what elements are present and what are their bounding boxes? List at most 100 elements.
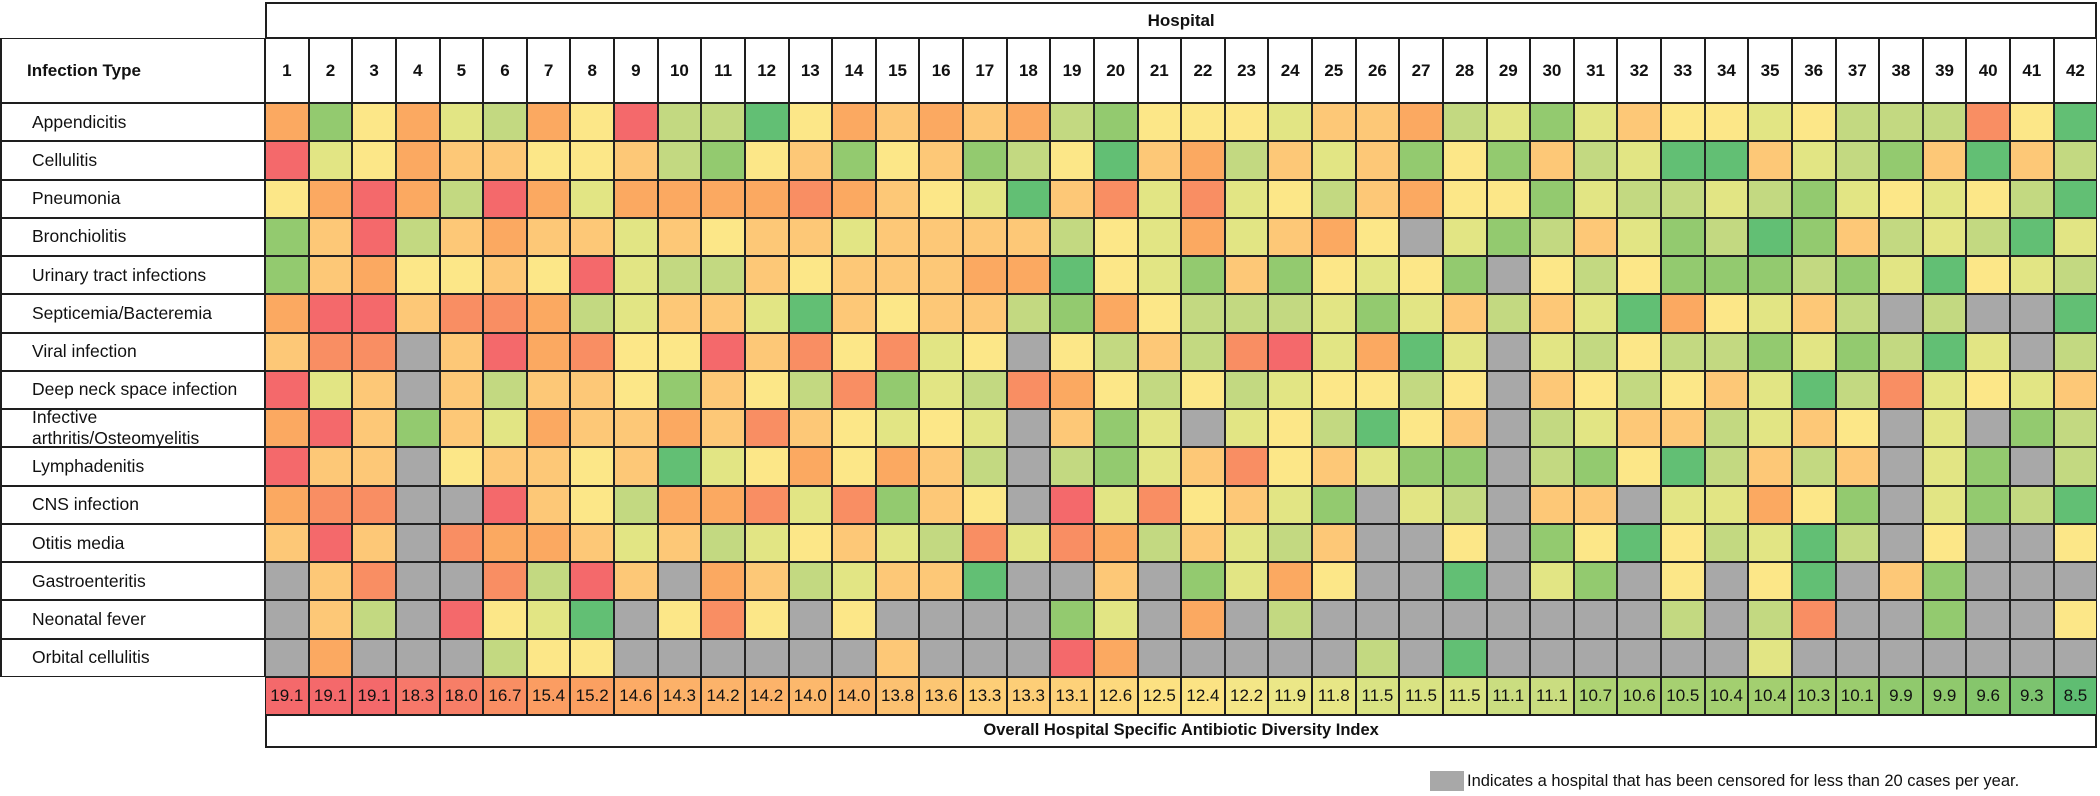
cell-viral-infection-h37 xyxy=(1835,332,1880,371)
cell-gastroenteritis-h1 xyxy=(265,562,309,601)
col-header-32: 32 xyxy=(1617,38,1661,103)
cell-pneumonia-h34 xyxy=(1704,179,1749,218)
cell-septicemia-bacteremia-h27 xyxy=(1399,294,1443,333)
cell-appendicitis-h3 xyxy=(352,103,396,142)
cell-cellulitis-h16 xyxy=(919,141,963,180)
cell-neonatal-fever-h8 xyxy=(570,600,614,639)
censored-swatch-icon xyxy=(1430,771,1464,791)
cell-infective-arthritis-osteomyelitis-h34 xyxy=(1704,409,1749,448)
cell-neonatal-fever-h39 xyxy=(1922,600,1967,639)
censored-legend: Indicates a hospital that has been censo… xyxy=(1430,771,2019,791)
cell-gastroenteritis-h34 xyxy=(1704,562,1749,601)
cell-cellulitis-h21 xyxy=(1137,141,1182,180)
cell-otitis-media-h22 xyxy=(1181,523,1225,563)
cell-otitis-media-h28 xyxy=(1442,523,1487,563)
cell-infective-arthritis-osteomyelitis-h41 xyxy=(2010,409,2054,448)
cell-neonatal-fever-h25 xyxy=(1312,600,1356,639)
cell-bronchiolitis-h39 xyxy=(1922,217,1967,257)
cell-lymphadenitis-h5 xyxy=(439,447,484,486)
cell-urinary-tract-infections-h42 xyxy=(2053,256,2098,295)
row-label-gastroenteritis: Gastroenteritis xyxy=(0,562,265,601)
index-value-37: 10.1 xyxy=(1835,676,1880,715)
cell-cellulitis-h2 xyxy=(308,141,353,180)
cell-cellulitis-h42 xyxy=(2053,141,2098,180)
cell-infective-arthritis-osteomyelitis-h36 xyxy=(1791,409,1836,448)
index-value-29: 11.1 xyxy=(1486,676,1531,715)
cell-lymphadenitis-h10 xyxy=(657,447,702,486)
cell-bronchiolitis-h3 xyxy=(352,217,396,257)
index-value-11: 14.2 xyxy=(701,676,745,715)
cell-urinary-tract-infections-h25 xyxy=(1312,256,1356,295)
cell-gastroenteritis-h26 xyxy=(1355,562,1400,601)
cell-viral-infection-h11 xyxy=(701,332,745,371)
col-header-11: 11 xyxy=(701,38,745,103)
cell-otitis-media-h14 xyxy=(832,523,876,563)
cell-urinary-tract-infections-h3 xyxy=(352,256,396,295)
cell-lymphadenitis-h6 xyxy=(483,447,527,486)
cell-otitis-media-h35 xyxy=(1748,523,1792,563)
cell-cns-infection-h35 xyxy=(1748,485,1792,524)
index-value-17: 13.3 xyxy=(963,676,1007,715)
cell-orbital-cellulitis-h1 xyxy=(265,638,309,677)
cell-viral-infection-h12 xyxy=(744,332,789,371)
cell-cellulitis-h3 xyxy=(352,141,396,180)
index-value-38: 9.9 xyxy=(1879,676,1923,715)
cell-cns-infection-h41 xyxy=(2010,485,2054,524)
cell-cellulitis-h7 xyxy=(526,141,571,180)
cell-cellulitis-h17 xyxy=(963,141,1007,180)
cell-infective-arthritis-osteomyelitis-h30 xyxy=(1530,409,1574,448)
cell-gastroenteritis-h12 xyxy=(744,562,789,601)
index-value-8: 15.2 xyxy=(570,676,614,715)
index-value-26: 11.5 xyxy=(1355,676,1400,715)
cell-urinary-tract-infections-h1 xyxy=(265,256,309,295)
cell-lymphadenitis-h28 xyxy=(1442,447,1487,486)
index-value-5: 18.0 xyxy=(439,676,484,715)
cell-orbital-cellulitis-h33 xyxy=(1661,638,1705,677)
cell-urinary-tract-infections-h14 xyxy=(832,256,876,295)
cell-viral-infection-h23 xyxy=(1224,332,1269,371)
cell-urinary-tract-infections-h4 xyxy=(395,256,440,295)
cell-orbital-cellulitis-h23 xyxy=(1224,638,1269,677)
cell-viral-infection-h15 xyxy=(875,332,920,371)
cell-neonatal-fever-h9 xyxy=(614,600,658,639)
index-axis-label: Overall Hospital Specific Antibiotic Div… xyxy=(265,714,2098,748)
cell-septicemia-bacteremia-h14 xyxy=(832,294,876,333)
cell-cns-infection-h37 xyxy=(1835,485,1880,524)
cell-viral-infection-h4 xyxy=(395,332,440,371)
col-header-33: 33 xyxy=(1661,38,1705,103)
index-value-1: 19.1 xyxy=(265,676,309,715)
cell-otitis-media-h37 xyxy=(1835,523,1880,563)
index-value-15: 13.8 xyxy=(875,676,920,715)
index-value-16: 13.6 xyxy=(919,676,963,715)
cell-urinary-tract-infections-h6 xyxy=(483,256,527,295)
cell-orbital-cellulitis-h34 xyxy=(1704,638,1749,677)
cell-infective-arthritis-osteomyelitis-h23 xyxy=(1224,409,1269,448)
cell-otitis-media-h6 xyxy=(483,523,527,563)
cell-pneumonia-h37 xyxy=(1835,179,1880,218)
cell-appendicitis-h20 xyxy=(1093,103,1138,142)
cell-viral-infection-h5 xyxy=(439,332,484,371)
cell-otitis-media-h5 xyxy=(439,523,484,563)
cell-neonatal-fever-h34 xyxy=(1704,600,1749,639)
cell-appendicitis-h28 xyxy=(1442,103,1487,142)
cell-gastroenteritis-h24 xyxy=(1268,562,1312,601)
cell-septicemia-bacteremia-h3 xyxy=(352,294,396,333)
cell-deep-neck-space-infection-h34 xyxy=(1704,370,1749,410)
cell-infective-arthritis-osteomyelitis-h13 xyxy=(788,409,833,448)
cell-gastroenteritis-h19 xyxy=(1050,562,1094,601)
cell-appendicitis-h40 xyxy=(1966,103,2010,142)
cell-bronchiolitis-h31 xyxy=(1573,217,1618,257)
cell-viral-infection-h39 xyxy=(1922,332,1967,371)
cell-appendicitis-h26 xyxy=(1355,103,1400,142)
col-header-30: 30 xyxy=(1530,38,1574,103)
cell-septicemia-bacteremia-h7 xyxy=(526,294,571,333)
cell-bronchiolitis-h12 xyxy=(744,217,789,257)
cell-cellulitis-h36 xyxy=(1791,141,1836,180)
row-label-urinary-tract-infections: Urinary tract infections xyxy=(0,256,265,295)
cell-cns-infection-h23 xyxy=(1224,485,1269,524)
cell-septicemia-bacteremia-h36 xyxy=(1791,294,1836,333)
cell-urinary-tract-infections-h5 xyxy=(439,256,484,295)
cell-viral-infection-h17 xyxy=(963,332,1007,371)
cell-septicemia-bacteremia-h32 xyxy=(1617,294,1661,333)
